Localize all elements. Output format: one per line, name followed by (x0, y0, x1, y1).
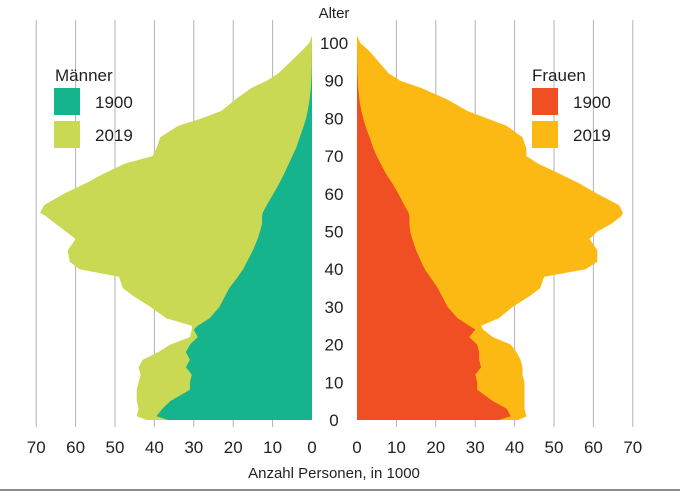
bottom-rule (0, 489, 680, 491)
y-tick-20: 20 (325, 336, 344, 355)
x-tick-right-60: 60 (584, 438, 603, 457)
y-tick-90: 90 (325, 72, 344, 91)
x-tick-left-40: 40 (145, 438, 164, 457)
legend-maenner-1900-label: 1900 (95, 93, 133, 112)
x-tick-left-50: 50 (106, 438, 125, 457)
y-tick-0: 0 (329, 411, 338, 430)
x-tick-right-30: 30 (466, 438, 485, 457)
x-tick-right-50: 50 (545, 438, 564, 457)
legend-maenner-2019-label: 2019 (95, 126, 133, 145)
legend-maenner-title: Männer (55, 66, 113, 85)
x-tick-right-0: 0 (352, 438, 361, 457)
legend-maenner-2019-swatch (54, 121, 80, 148)
legend-frauen: Frauen 1900 2019 (532, 66, 611, 148)
axes: Alter Anzahl Personen, in 1000 70 60 50 40 3… (27, 5, 643, 482)
x-tick-left-60: 60 (66, 438, 85, 457)
y-tick-80: 80 (325, 109, 344, 128)
area-frauen-1900 (357, 35, 511, 420)
x-tick-right-40: 40 (505, 438, 524, 457)
x-tick-right-10: 10 (387, 438, 406, 457)
y-tick-30: 30 (325, 298, 344, 317)
x-axis-label: Anzahl Personen, in 1000 (248, 465, 420, 482)
y-tick-60: 60 (325, 185, 344, 204)
y-tick-40: 40 (325, 260, 344, 279)
x-tick-left-70: 70 (27, 438, 46, 457)
x-tick-left-30: 30 (184, 438, 203, 457)
y-tick-70: 70 (325, 147, 344, 166)
y-tick-10: 10 (325, 373, 344, 392)
x-tick-right-70: 70 (623, 438, 642, 457)
x-tick-right-20: 20 (426, 438, 445, 457)
legend-maenner-1900-swatch (54, 88, 80, 115)
legend-maenner: Männer 1900 2019 (54, 66, 133, 148)
y-tick-100: 100 (320, 34, 348, 53)
y-axis-title: Alter (319, 5, 350, 22)
legend-frauen-2019-swatch (532, 121, 558, 148)
area-maenner-1900 (156, 35, 312, 420)
x-tick-left-10: 10 (263, 438, 282, 457)
population-areas (40, 35, 623, 420)
x-tick-left-0: 0 (307, 438, 316, 457)
legend-frauen-1900-swatch (532, 88, 558, 115)
y-tick-50: 50 (325, 223, 344, 242)
x-tick-left-20: 20 (224, 438, 243, 457)
legend-frauen-1900-label: 1900 (573, 93, 611, 112)
legend-frauen-title: Frauen (532, 66, 586, 85)
legend-frauen-2019-label: 2019 (573, 126, 611, 145)
